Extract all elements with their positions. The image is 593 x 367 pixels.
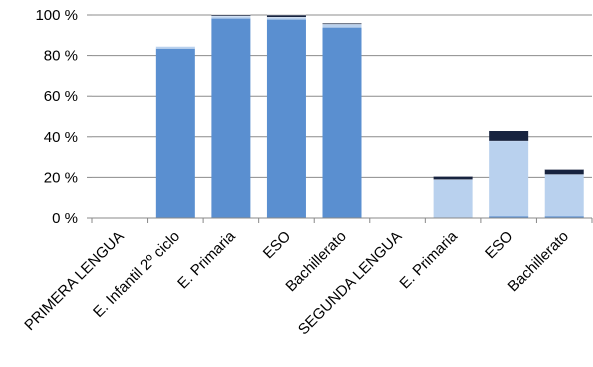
x-tick-label: E. Primaria [396, 227, 461, 292]
y-tick-label: 60 % [44, 88, 78, 105]
x-tick-label: ESO [260, 228, 294, 262]
x-tick-label: Bachillerato [505, 228, 572, 295]
bar-marks [155, 14, 584, 219]
bar-segment [155, 48, 195, 219]
x-tick-label: PRIMERA LENGUA [21, 228, 127, 334]
bar-segment [211, 15, 251, 17]
bar-segment [266, 17, 306, 20]
bar-segment [433, 176, 473, 180]
bar-segment [489, 215, 529, 218]
bar-segment [489, 130, 529, 141]
bar-segment [544, 215, 584, 218]
y-tick-label: 80 % [44, 48, 78, 65]
x-tick-label: ESO [482, 228, 516, 262]
bar-segment [211, 16, 251, 19]
y-tick-label: 100 % [35, 7, 78, 24]
x-tick-label: E. Primaria [174, 227, 239, 292]
x-tick-label: SEGUNDA LENGUA [295, 228, 405, 338]
bar-segment [489, 140, 529, 216]
bar-segment [211, 18, 251, 219]
bar-segment [544, 174, 584, 216]
y-tick-label: 20 % [44, 169, 78, 186]
bar-segment [322, 23, 362, 25]
bar-segment [322, 27, 362, 219]
bar-segment [266, 19, 306, 219]
bar-segment [266, 15, 306, 18]
bar-segment [155, 46, 195, 49]
y-tick-label: 0 % [52, 210, 78, 227]
bar-segment [322, 24, 362, 28]
y-axis-ticks: 0 % 20 % 40 % 60 % 80 % 100 % [35, 7, 92, 227]
bar-segment [544, 169, 584, 175]
bar-segment [433, 179, 473, 218]
y-tick-label: 40 % [44, 129, 78, 146]
